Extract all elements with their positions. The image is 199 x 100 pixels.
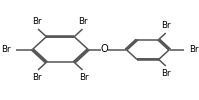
Text: Br: Br [1, 45, 11, 54]
Text: Br: Br [32, 17, 42, 26]
Text: Br: Br [78, 17, 88, 26]
Text: Br: Br [161, 21, 171, 30]
Text: Br: Br [189, 45, 198, 54]
Text: Br: Br [32, 73, 42, 82]
Text: O: O [101, 44, 108, 54]
Text: Br: Br [161, 69, 171, 78]
Text: Br: Br [79, 73, 88, 82]
